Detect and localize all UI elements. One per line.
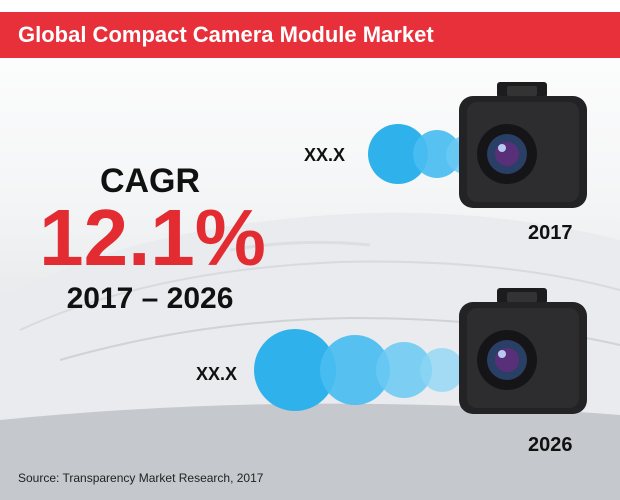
- cagr-value: 12.1%: [39, 193, 266, 282]
- dashcam-icon: [459, 82, 587, 208]
- dashcam-icon: [459, 288, 587, 414]
- cagr-label: CAGR: [99, 162, 201, 200]
- source-note: Source: Transparency Market Research, 20…: [18, 471, 264, 485]
- page-title: Global Compact Camera Module Market: [18, 22, 434, 47]
- value-label-2026: XX.X: [196, 364, 238, 384]
- year-label-2026: 2026: [528, 434, 573, 456]
- value-label-2017: XX.X: [304, 145, 346, 165]
- growth-bubble: [420, 348, 464, 392]
- header-banner: Global Compact Camera Module Market: [0, 12, 620, 58]
- cagr-period: 2017 – 2026: [66, 282, 234, 315]
- year-label-2017: 2017: [528, 222, 573, 244]
